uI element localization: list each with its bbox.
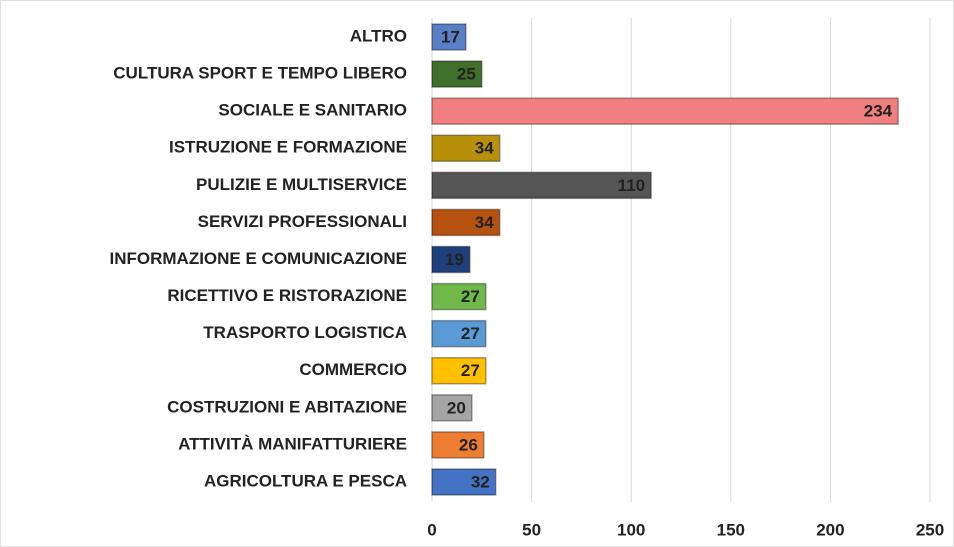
value-label: 20: [447, 398, 466, 417]
y-tick-label: TRASPORTO LOGISTICA: [203, 323, 407, 342]
value-label: 27: [461, 287, 480, 306]
value-label: 27: [461, 324, 480, 343]
bar: [431, 208, 501, 237]
y-tick-label: CULTURA SPORT E TEMPO LIBERO: [113, 64, 407, 83]
y-tick-label: INFORMAZIONE E COMUNICAZIONE: [110, 249, 408, 268]
bar: [431, 171, 652, 200]
x-tick-label: 200: [816, 520, 844, 539]
x-tick-label: 0: [427, 520, 436, 539]
value-label: 19: [445, 250, 464, 269]
y-tick-label: AGRICOLTURA E PESCA: [204, 471, 407, 490]
bar: [431, 245, 471, 274]
x-tick-label: 150: [717, 520, 745, 539]
y-tick-label: ALTRO: [350, 26, 407, 45]
value-label: 17: [441, 27, 460, 46]
value-label: 25: [457, 65, 476, 84]
value-label: 27: [461, 361, 480, 380]
bar: [431, 134, 501, 162]
y-tick-label: COSTRUZIONI E ABITAZIONE: [167, 397, 407, 416]
y-tick-label: ATTIVITÀ MANIFATTURIERE: [178, 434, 407, 453]
value-label: 26: [459, 435, 478, 454]
y-tick-label: PULIZIE E MULTISERVICE: [196, 175, 407, 194]
value-label: 34: [475, 139, 494, 158]
value-label: 110: [618, 176, 645, 195]
y-tick-label: ISTRUZIONE E FORMAZIONE: [169, 138, 407, 157]
x-tick-label: 250: [916, 520, 944, 539]
bar: [431, 282, 487, 311]
bar: [431, 97, 899, 125]
x-tick-label: 50: [522, 520, 541, 539]
bar: [431, 60, 483, 88]
value-label: 32: [471, 472, 490, 491]
y-tick-label: COMMERCIO: [299, 360, 407, 379]
value-label: 234: [864, 102, 893, 121]
y-tick-label: SOCIALE E SANITARIO: [218, 101, 407, 120]
bar: [431, 468, 497, 496]
y-tick-label: SERVIZI PROFESSIONALI: [198, 212, 407, 231]
x-tick-label: 100: [617, 520, 645, 539]
bar: [431, 357, 487, 385]
bar: [431, 23, 467, 51]
bar: [431, 319, 487, 348]
bar: [431, 394, 473, 422]
y-tick-label: RICETTIVO E RISTORAZIONE: [167, 286, 407, 305]
bar: [431, 431, 485, 459]
value-label: 34: [475, 213, 494, 232]
